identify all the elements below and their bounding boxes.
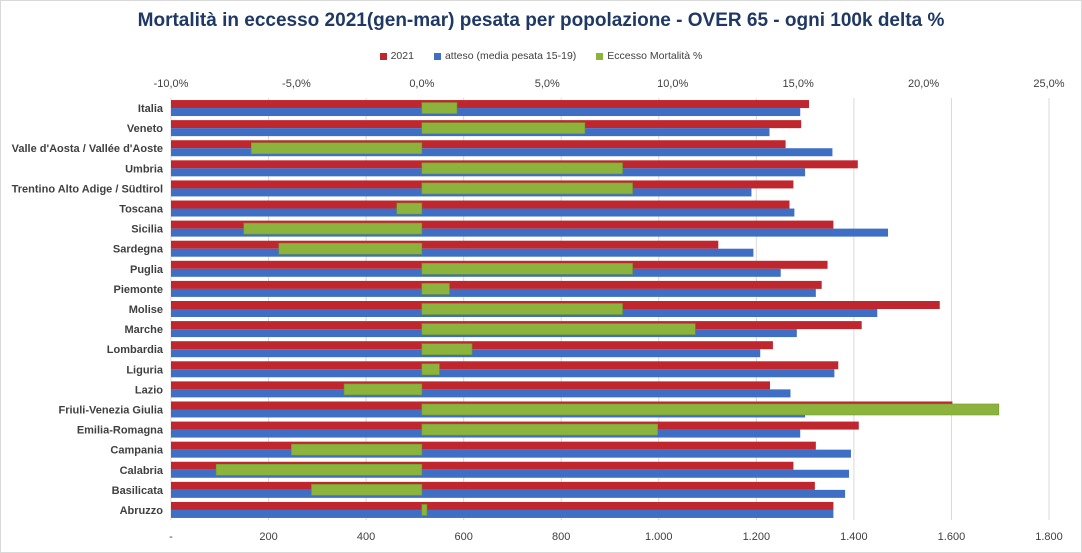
x-tick-label-top: 15,0%	[783, 78, 814, 90]
category-label: Toscana	[119, 204, 164, 216]
bar-atteso	[171, 228, 889, 237]
bar-eccesso	[243, 222, 423, 235]
bar-2021	[171, 100, 810, 109]
x-tick-label-top: 10,0%	[657, 78, 688, 90]
bar-atteso	[171, 148, 833, 157]
bar-2021	[171, 441, 816, 450]
category-label: Basilicata	[112, 485, 164, 497]
x-tick-label-bottom: 1.000	[645, 531, 673, 543]
bar-eccesso	[278, 242, 423, 255]
bar-atteso	[171, 389, 791, 398]
bar-atteso	[171, 108, 801, 117]
bar-eccesso	[215, 463, 423, 476]
bar-2021	[171, 140, 786, 149]
x-tick-label-bottom: 1.800	[1035, 531, 1063, 543]
bar-eccesso	[421, 323, 696, 335]
bar-2021	[171, 481, 815, 490]
bar-atteso	[171, 449, 851, 458]
bar-eccesso	[343, 383, 423, 396]
bar-eccesso	[421, 363, 440, 376]
bar-eccesso	[421, 423, 658, 436]
x-tick-label-top: -10,0%	[154, 78, 189, 90]
category-label: Italia	[138, 103, 164, 115]
bar-eccesso	[250, 142, 423, 155]
category-label: Abruzzo	[120, 505, 164, 517]
bar-eccesso	[421, 504, 428, 516]
category-label: Veneto	[127, 123, 163, 135]
bar-atteso	[171, 509, 834, 518]
x-tick-label-bottom: -	[169, 531, 173, 543]
chart-legend: 2021 atteso (media pesata 15-19) Eccesso M…	[0, 50, 1082, 62]
legend-label: 2021	[390, 50, 414, 63]
category-label: Trentino Alto Adige / Südtirol	[12, 183, 163, 195]
bar-eccesso	[421, 263, 633, 275]
category-label: Valle d'Aosta / Vallée d'Aoste	[12, 143, 163, 155]
bar-2021	[171, 240, 719, 249]
x-tick-label-top: 5,0%	[535, 78, 560, 90]
bar-eccesso	[421, 303, 623, 315]
x-tick-label-bottom: 1.600	[938, 531, 966, 543]
bar-eccesso	[421, 162, 623, 175]
category-label: Lazio	[135, 384, 163, 396]
bar-atteso	[171, 288, 816, 297]
category-label: Sicilia	[131, 224, 164, 236]
category-label: Marche	[124, 324, 163, 336]
legend-label: atteso (media pesata 15-19)	[444, 50, 577, 63]
category-label: Puglia	[130, 264, 164, 276]
category-label: Emilia-Romagna	[77, 425, 164, 437]
legend-item: Eccesso Mortalità %	[596, 50, 702, 62]
category-label: Campania	[110, 445, 163, 457]
bar-2021	[171, 381, 770, 390]
category-label: Piemonte	[113, 284, 163, 296]
x-tick-label-bottom: 400	[357, 531, 375, 543]
bar-atteso	[171, 369, 835, 378]
category-label: Sardegna	[113, 244, 164, 256]
x-tick-label-top: -5,0%	[282, 78, 311, 90]
bar-eccesso	[421, 182, 633, 195]
bar-2021	[171, 461, 794, 470]
bar-2021	[171, 280, 822, 289]
category-label: Liguria	[126, 364, 164, 376]
bar-atteso	[171, 469, 850, 478]
category-label: Lombardia	[107, 344, 164, 356]
bar-eccesso	[421, 403, 1000, 416]
bar-eccesso	[421, 102, 458, 114]
x-tick-label-top: 25,0%	[1033, 78, 1064, 90]
bar-eccesso	[421, 283, 450, 295]
bar-atteso	[171, 489, 846, 498]
x-tick-label-bottom: 1.400	[840, 531, 868, 543]
x-tick-label-bottom: 600	[454, 531, 472, 543]
category-label: Calabria	[120, 465, 164, 477]
legend-item: atteso (media pesata 15-19)	[433, 50, 577, 63]
bar-eccesso	[291, 443, 423, 456]
bar-eccesso	[311, 484, 423, 496]
bar-eccesso	[396, 202, 423, 215]
legend-swatch	[433, 52, 441, 60]
bar-2021	[171, 220, 834, 229]
x-tick-label-top: 0,0%	[409, 78, 434, 90]
bar-eccesso	[421, 122, 586, 134]
legend-swatch	[379, 52, 387, 60]
legend-label: Eccesso Mortalità %	[607, 50, 703, 63]
legend-item: 2021	[379, 50, 414, 63]
chart-title: Mortalità in eccesso 2021(gen-mar) pesat…	[137, 10, 945, 31]
x-tick-label-bottom: 200	[259, 531, 277, 543]
x-tick-label-top: 20,0%	[908, 78, 939, 90]
bar-atteso	[171, 208, 795, 217]
category-label: Friuli-Venezia Giulia	[58, 404, 163, 416]
bar-2021	[171, 501, 834, 510]
bar-eccesso	[421, 343, 473, 355]
bar-atteso	[171, 248, 754, 257]
x-tick-label-bottom: 1.200	[743, 531, 771, 543]
bar-2021	[171, 361, 839, 370]
category-label: Umbria	[125, 163, 164, 175]
x-tick-label-bottom: 800	[552, 531, 570, 543]
legend-swatch	[596, 52, 604, 60]
bar-2021	[171, 200, 790, 209]
category-label: Molise	[129, 304, 163, 316]
